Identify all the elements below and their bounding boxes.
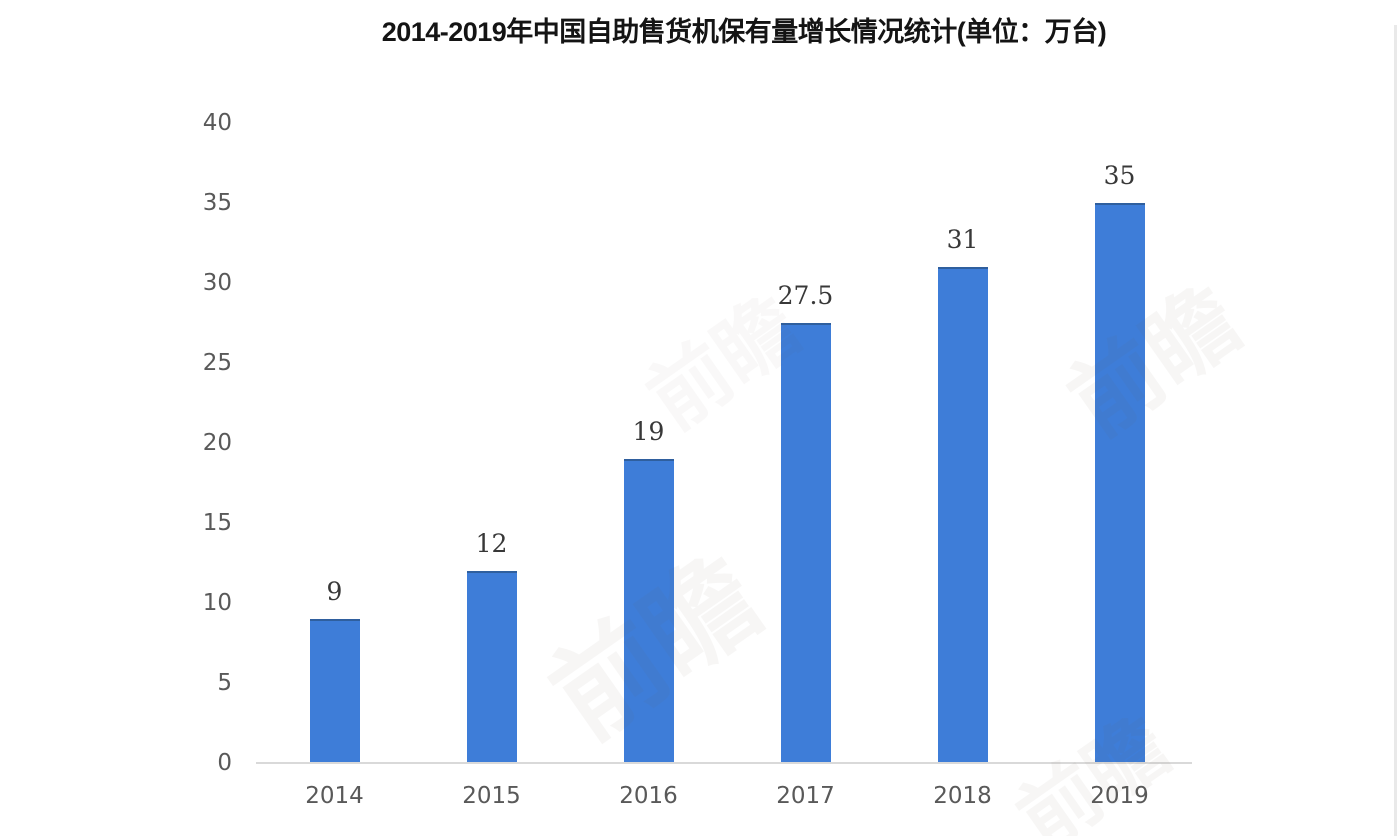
y-tick-label-15: 15: [202, 510, 232, 536]
x-tick-label-2018: 2018: [933, 783, 992, 809]
bar-2017: [780, 323, 831, 763]
y-tick-label-5: 5: [217, 670, 232, 696]
bar-2014: [309, 619, 360, 763]
x-tick-label-2016: 2016: [619, 783, 678, 809]
bar-value-label-2016: 19: [632, 417, 665, 446]
bar-value-label-2015: 12: [475, 529, 508, 558]
y-tick-label-25: 25: [202, 350, 232, 376]
bar-2019: [1094, 203, 1145, 763]
bar-2016: [623, 459, 674, 763]
y-tick-label-30: 30: [202, 270, 232, 296]
x-tick-label-2019: 2019: [1090, 783, 1149, 809]
y-tick-label-20: 20: [202, 430, 232, 456]
x-axis-line: [256, 762, 1192, 764]
bar-2018: [937, 267, 988, 763]
x-tick-label-2014: 2014: [305, 783, 364, 809]
x-tick-label-2017: 2017: [776, 783, 835, 809]
bar-value-label-2019: 35: [1103, 161, 1136, 190]
bar-value-label-2014: 9: [326, 577, 343, 606]
x-tick-label-2015: 2015: [462, 783, 521, 809]
page-right-border: [1394, 25, 1397, 836]
bar-value-label-2017: 27.5: [777, 281, 834, 310]
bar-2015: [466, 571, 517, 763]
y-tick-label-0: 0: [217, 750, 232, 776]
y-tick-label-40: 40: [202, 110, 232, 136]
y-tick-label-10: 10: [202, 590, 232, 616]
chart-title: 2014-2019年中国自助售货机保有量增长情况统计(单位：万台): [381, 17, 1107, 47]
y-tick-label-35: 35: [202, 190, 232, 216]
bar-value-label-2018: 31: [946, 225, 979, 254]
